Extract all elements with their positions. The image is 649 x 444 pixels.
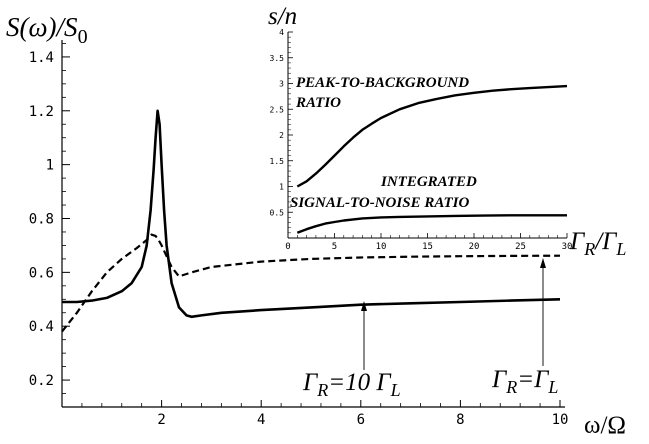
inset-x-tick-label: 30 <box>562 242 573 252</box>
inset-y-tick-label: 0.5 <box>270 208 285 217</box>
main-y-tick-label: 1.4 <box>29 50 54 66</box>
inset-y-tick-label: 2 <box>279 131 284 140</box>
inset-series-integrated-snr <box>296 214 567 234</box>
annotation-arrow-head <box>361 301 367 311</box>
inset-label-integrated-line2: SIGNAL-TO-NOISE RATIO <box>290 195 470 211</box>
main-x-tick-label: 2 <box>157 412 165 428</box>
inset-x-tick-label: 20 <box>469 242 480 252</box>
main-x-tick-label: 10 <box>552 412 569 428</box>
inset-y-axis-label: s/n <box>268 3 297 30</box>
svg-text:ΓR=10 ΓL: ΓR=10 ΓL <box>302 369 401 400</box>
main-ticks: 2 4 6 8 100.20.40.60.811.21.4 <box>29 43 569 428</box>
inset-y-tick-label: 1 <box>279 183 284 192</box>
inset-y-tick-label: 4 <box>279 28 284 37</box>
main-y-tick-label: 0.2 <box>29 373 54 389</box>
inset-y-tick-label: 3.5 <box>270 54 285 63</box>
main-x-axis-label: ω/Ω <box>584 412 626 439</box>
inset-x-tick-label: 5 <box>332 242 337 252</box>
series-solid-line <box>62 109 561 319</box>
svg-text:ΓR/ΓL: ΓR/ΓL <box>569 228 626 259</box>
annotation-gamma-r-10-gamma-l: ΓR=10 ΓL <box>302 301 401 400</box>
main-x-tick-label: 8 <box>456 412 464 428</box>
main-y-tick-label: 1.2 <box>29 104 54 120</box>
inset-series-peak-to-background <box>296 84 568 188</box>
inset-x-tick-label: 15 <box>422 242 433 252</box>
main-x-tick-label: 4 <box>257 412 265 428</box>
inset-ticks: 0 5 10 15 20 25 30 0.5 1 1.5 2 2.5 3 3.5 4 <box>270 28 573 252</box>
main-plot: 2 4 6 8 100.20.40.60.811.21.4 S(ω)/S0 ω/Ω ΓR… <box>6 12 626 439</box>
main-y-tick-label: 0.6 <box>29 265 54 281</box>
main-y-tick-label: 0.8 <box>29 212 54 228</box>
annotation-arrow-head <box>540 258 546 268</box>
inset-label-peak-to-background-line1: PEAK-TO-BACKGROUND <box>296 75 469 91</box>
inset-plot: 0 5 10 15 20 25 30 0.5 1 1.5 2 2.5 3 3.5 4 s/n PEAK-TO… <box>268 3 572 252</box>
series-dashed-line <box>61 233 561 333</box>
main-y-axis-label: S(ω)/S0 <box>6 12 88 48</box>
inset-x-tick-label: 0 <box>285 242 290 252</box>
inset-y-tick-label: 2.5 <box>270 105 285 114</box>
inset-background <box>272 30 572 244</box>
inset-y-tick-label: 1.5 <box>270 157 285 166</box>
main-x-tick-label: 6 <box>357 412 365 428</box>
inset-label-peak-to-background-line2: RATIO <box>295 95 341 111</box>
main-y-tick-label: 0.4 <box>29 319 54 335</box>
inset-y-tick-label: 3 <box>279 80 284 89</box>
annotation-ratio-label: ΓR/ΓL <box>569 228 626 259</box>
annotation-gamma-r-eq-gamma-l: ΓR=ΓL <box>491 258 558 397</box>
inset-x-tick-label: 10 <box>376 242 387 252</box>
svg-text:ΓR=ΓL: ΓR=ΓL <box>491 366 558 397</box>
inset-x-tick-label: 25 <box>515 242 526 252</box>
main-y-tick-label: 1 <box>46 158 54 174</box>
inset-label-integrated-line1: INTEGRATED <box>380 174 477 190</box>
